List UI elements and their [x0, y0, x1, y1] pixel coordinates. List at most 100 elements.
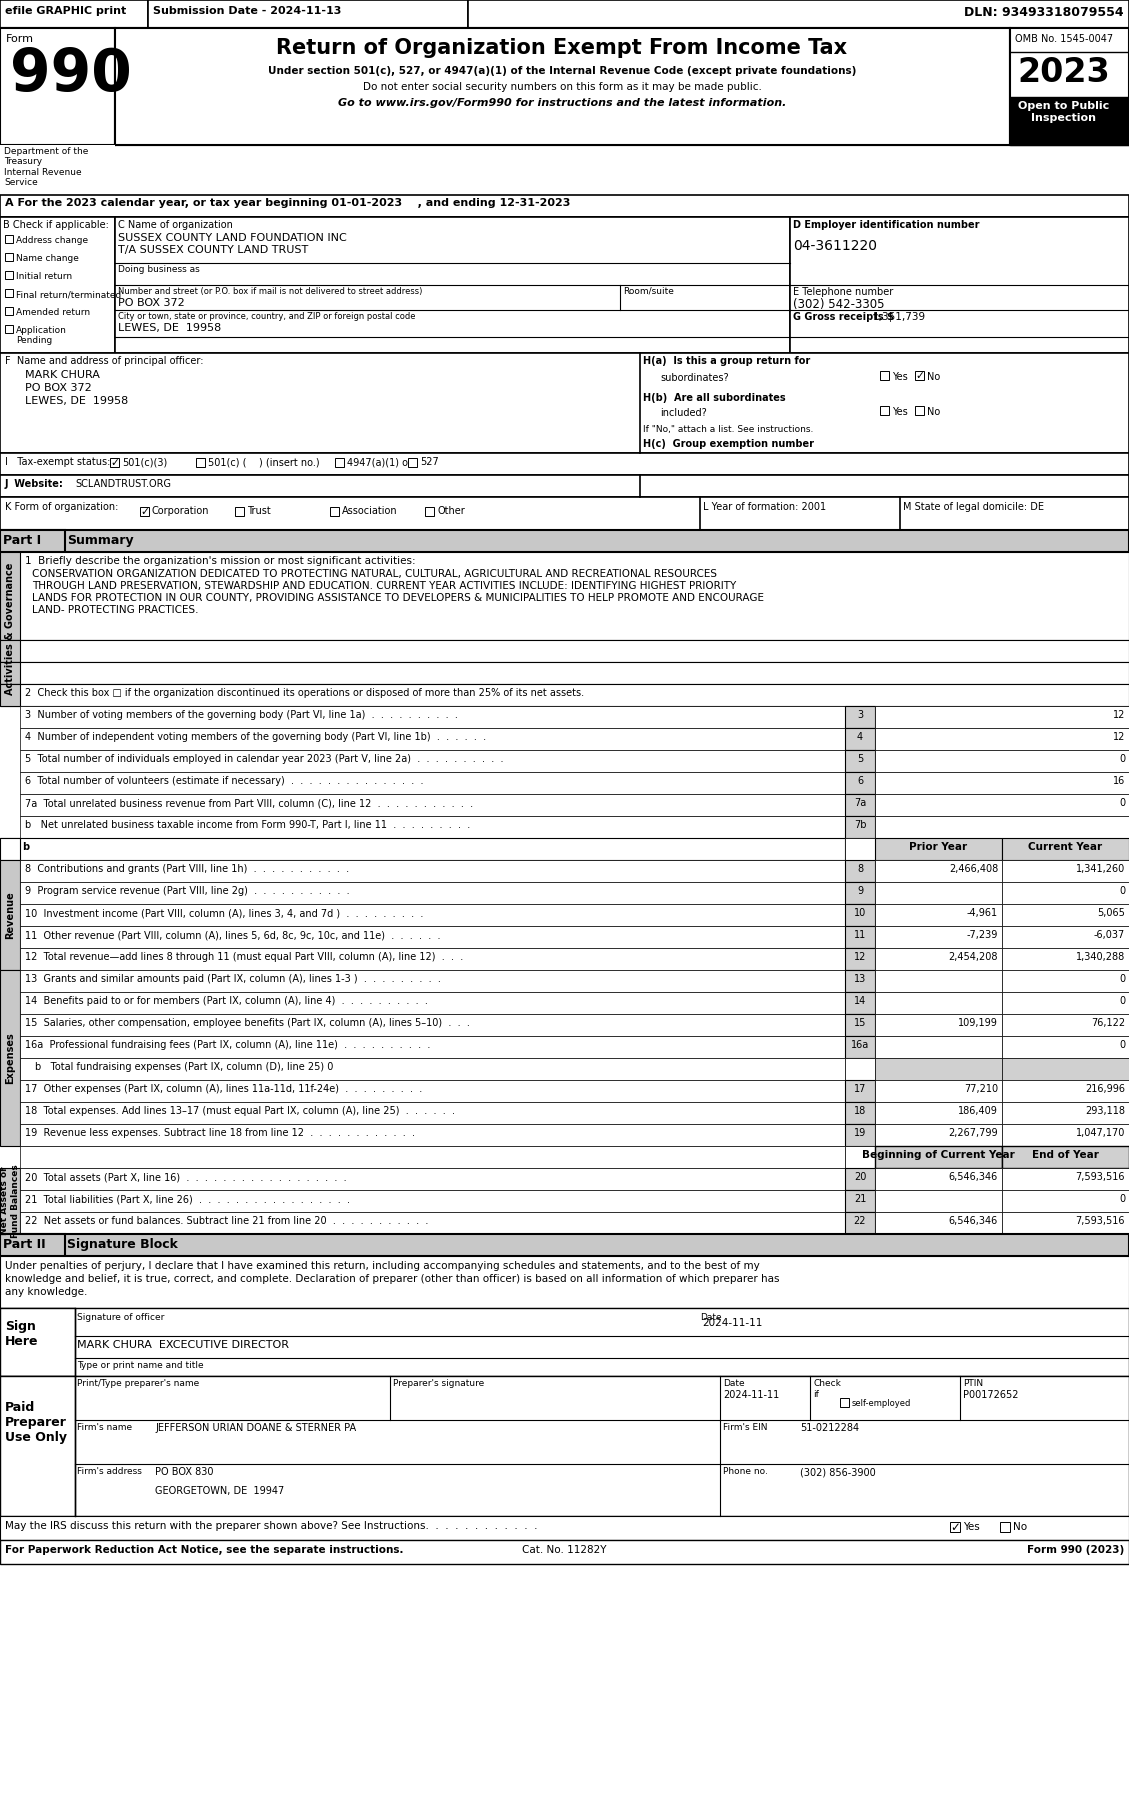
Bar — [1003, 948, 1129, 970]
Bar — [0, 839, 844, 860]
Bar — [0, 640, 20, 662]
Text: (302) 856-3900: (302) 856-3900 — [800, 1466, 876, 1477]
Text: Submission Date - 2024-11-13: Submission Date - 2024-11-13 — [154, 5, 341, 16]
Text: 15: 15 — [854, 1019, 866, 1028]
Bar — [844, 749, 875, 771]
Text: 7,593,516: 7,593,516 — [1076, 1171, 1124, 1182]
Text: 20: 20 — [854, 1171, 866, 1182]
Bar — [20, 1080, 844, 1102]
Bar — [0, 551, 20, 640]
Bar — [875, 1059, 1003, 1080]
Bar — [875, 817, 1129, 839]
Bar — [844, 1124, 875, 1146]
Text: Firm's name: Firm's name — [77, 1422, 132, 1432]
Bar — [844, 860, 875, 882]
Text: Firm's address: Firm's address — [77, 1466, 142, 1475]
Bar — [0, 497, 1129, 529]
Text: Preparer's signature: Preparer's signature — [393, 1379, 484, 1388]
Text: ✓: ✓ — [110, 458, 119, 467]
Bar — [0, 640, 1129, 662]
Bar — [5, 235, 14, 244]
Text: 7a: 7a — [854, 799, 866, 808]
Text: MARK CHURA  EXCECUTIVE DIRECTOR: MARK CHURA EXCECUTIVE DIRECTOR — [77, 1341, 289, 1350]
Bar — [20, 948, 844, 970]
Bar — [20, 970, 844, 991]
Text: 04-3611220: 04-3611220 — [793, 238, 877, 253]
Bar — [1003, 1211, 1129, 1233]
Bar — [20, 1102, 844, 1124]
Bar — [0, 1233, 1129, 1255]
Bar — [844, 795, 875, 817]
Text: subordinates?: subordinates? — [660, 373, 728, 384]
Bar — [949, 1523, 960, 1532]
Bar — [875, 1211, 1003, 1233]
Text: b   Total fundraising expenses (Part IX, column (D), line 25) 0: b Total fundraising expenses (Part IX, c… — [35, 1062, 333, 1071]
Text: 19: 19 — [854, 1128, 866, 1139]
Text: PO BOX 830: PO BOX 830 — [155, 1466, 213, 1477]
Text: 293,118: 293,118 — [1085, 1106, 1124, 1117]
Bar — [0, 529, 65, 551]
Bar — [0, 1308, 1129, 1375]
Text: SUSSEX COUNTY LAND FOUNDATION INC: SUSSEX COUNTY LAND FOUNDATION INC — [119, 233, 347, 244]
Text: 14  Benefits paid to or for members (Part IX, column (A), line 4)  .  .  .  .  .: 14 Benefits paid to or for members (Part… — [25, 997, 428, 1006]
Bar — [425, 508, 434, 517]
Bar — [5, 326, 14, 333]
Text: LEWES, DE  19958: LEWES, DE 19958 — [25, 397, 129, 406]
Bar — [408, 458, 417, 467]
Text: 0: 0 — [1119, 973, 1124, 984]
Bar — [20, 771, 844, 795]
Text: 2023: 2023 — [1017, 56, 1111, 89]
Bar — [0, 1308, 75, 1375]
Text: 501(c)(3): 501(c)(3) — [122, 457, 167, 467]
Bar — [875, 1124, 1003, 1146]
Text: H(b)  Are all subordinates: H(b) Are all subordinates — [644, 393, 786, 404]
Text: DLN: 93493318079554: DLN: 93493318079554 — [964, 5, 1124, 18]
Bar — [20, 749, 844, 771]
Bar — [1010, 96, 1129, 146]
Bar — [0, 0, 148, 27]
Text: H(c)  Group exemption number: H(c) Group exemption number — [644, 438, 814, 449]
Bar — [1003, 860, 1129, 882]
Text: PO BOX 372: PO BOX 372 — [119, 298, 185, 307]
Bar — [1003, 1037, 1129, 1059]
Text: 2024-11-11: 2024-11-11 — [702, 1319, 762, 1328]
Bar — [5, 289, 14, 296]
Bar — [20, 1037, 844, 1059]
Bar — [844, 1059, 875, 1080]
Text: Signature Block: Signature Block — [67, 1239, 178, 1251]
Bar — [914, 371, 924, 380]
Text: No: No — [1013, 1523, 1027, 1532]
Text: Amended return: Amended return — [16, 307, 90, 317]
Bar — [0, 475, 1129, 497]
Text: E Telephone number: E Telephone number — [793, 287, 893, 296]
Text: 3  Number of voting members of the governing body (Part VI, line 1a)  .  .  .  .: 3 Number of voting members of the govern… — [25, 709, 458, 720]
Bar — [20, 706, 844, 728]
Text: 12: 12 — [1112, 709, 1124, 720]
Text: 11: 11 — [854, 930, 866, 940]
Bar — [0, 1515, 1129, 1541]
Text: -7,239: -7,239 — [966, 930, 998, 940]
Text: LAND- PROTECTING PRACTICES.: LAND- PROTECTING PRACTICES. — [32, 606, 199, 615]
Bar — [1003, 1124, 1129, 1146]
Bar — [875, 771, 1129, 795]
Text: 77,210: 77,210 — [964, 1084, 998, 1093]
Text: 76,122: 76,122 — [1091, 1019, 1124, 1028]
Text: CONSERVATION ORGANIZATION DEDICATED TO PROTECTING NATURAL, CULTURAL, AGRICULTURA: CONSERVATION ORGANIZATION DEDICATED TO P… — [32, 569, 717, 578]
Text: knowledge and belief, it is true, correct, and complete. Declaration of preparer: knowledge and belief, it is true, correc… — [5, 1273, 779, 1284]
Text: If "No," attach a list. See instructions.: If "No," attach a list. See instructions… — [644, 426, 813, 435]
Text: 2024-11-11: 2024-11-11 — [723, 1390, 779, 1401]
Text: Final return/terminated: Final return/terminated — [16, 289, 121, 298]
Bar — [875, 1080, 1003, 1102]
Text: 10  Investment income (Part VIII, column (A), lines 3, 4, and 7d )  .  .  .  .  : 10 Investment income (Part VIII, column … — [25, 908, 423, 919]
Text: Sign
Here: Sign Here — [5, 1321, 38, 1348]
Bar — [844, 1211, 875, 1233]
Text: 0: 0 — [1119, 1040, 1124, 1050]
Text: Trust: Trust — [247, 506, 271, 517]
Text: C Name of organization: C Name of organization — [119, 220, 233, 229]
Bar — [875, 706, 1129, 728]
Bar — [1003, 1013, 1129, 1037]
Text: 16: 16 — [1113, 777, 1124, 786]
Bar — [875, 839, 1003, 860]
Bar — [330, 508, 339, 517]
Bar — [0, 839, 20, 860]
